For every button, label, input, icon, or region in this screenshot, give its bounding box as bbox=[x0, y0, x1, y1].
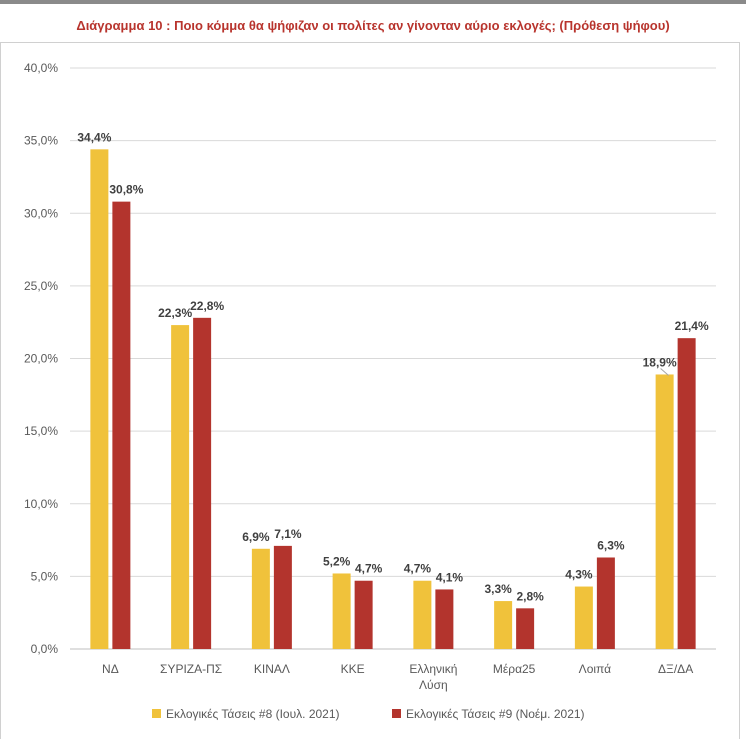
label-leader-line bbox=[660, 368, 669, 376]
bars bbox=[90, 149, 696, 649]
top-rule bbox=[0, 0, 746, 4]
bar-nov-2021 bbox=[354, 580, 373, 649]
data-label: 22,3% bbox=[158, 306, 192, 320]
bar-jul-2021 bbox=[413, 580, 432, 649]
bar-nov-2021 bbox=[516, 608, 535, 649]
gridlines bbox=[70, 67, 716, 650]
x-axis-categories: ΝΔ ΣΥΡΙΖΑ-ΠΣ ΚΙΝΑΛ ΚΚΕ Ελληνική Λύση Μέρα25 Λοι… bbox=[102, 662, 693, 692]
chart-title: Διάγραμμα 10 : Ποιο κόμμα θα ψήφιζαν οι … bbox=[76, 18, 670, 33]
y-axis-ticks: 0,0% 5,0% 10,0% 15,0% 20,0% 25,0% 30,0% 35,0% 40… bbox=[24, 61, 58, 656]
data-label: 18,9% bbox=[643, 355, 677, 369]
x-category-label: Λοιπά bbox=[579, 662, 611, 676]
y-tick-label: 5,0% bbox=[31, 569, 59, 583]
x-category-label: ΝΔ bbox=[102, 662, 119, 676]
data-label: 3,3% bbox=[484, 582, 512, 596]
y-tick-label: 0,0% bbox=[31, 642, 59, 656]
y-tick-label: 40,0% bbox=[24, 61, 58, 75]
x-category-label: ΚΙΝΑΛ bbox=[254, 662, 290, 676]
y-tick-label: 30,0% bbox=[24, 206, 58, 220]
x-category-label: ΚΚΕ bbox=[341, 662, 365, 676]
bar-jul-2021 bbox=[494, 601, 513, 649]
bar-jul-2021 bbox=[574, 586, 593, 649]
data-label: 4,7% bbox=[404, 562, 432, 576]
data-label: 4,3% bbox=[565, 568, 593, 582]
data-label: 6,3% bbox=[597, 538, 625, 552]
x-category-label: Μέρα25 bbox=[493, 662, 536, 676]
bar-nov-2021 bbox=[273, 545, 292, 649]
bar-jul-2021 bbox=[655, 374, 674, 649]
bar-nov-2021 bbox=[112, 201, 131, 649]
x-category-label: ΔΞ/ΔΑ bbox=[658, 662, 693, 676]
data-label: 4,1% bbox=[436, 570, 464, 584]
y-tick-label: 20,0% bbox=[24, 352, 58, 366]
bar-jul-2021 bbox=[251, 548, 270, 649]
bar-nov-2021 bbox=[677, 338, 696, 649]
bar-jul-2021 bbox=[90, 149, 109, 649]
x-category-label: Λύση bbox=[419, 678, 448, 692]
y-tick-label: 35,0% bbox=[24, 134, 58, 148]
data-label: 4,7% bbox=[355, 562, 383, 576]
legend-label: Εκλογικές Τάσεις #9 (Νοέμ. 2021) bbox=[406, 707, 585, 721]
data-label: 34,4% bbox=[77, 130, 111, 144]
bar-jul-2021 bbox=[332, 573, 351, 649]
data-label: 21,4% bbox=[675, 319, 709, 333]
data-label: 30,8% bbox=[109, 183, 143, 197]
bar-nov-2021 bbox=[193, 317, 212, 649]
x-category-label: Ελληνική bbox=[409, 662, 457, 676]
legend-swatch bbox=[392, 709, 401, 718]
y-tick-label: 15,0% bbox=[24, 424, 58, 438]
bar-jul-2021 bbox=[171, 325, 190, 649]
bar-nov-2021 bbox=[596, 557, 615, 649]
data-labels: 34,4% 30,8% 22,3%22,8% 6,9% 7,1% 5,2% 4,7% 4,7%… bbox=[77, 130, 709, 603]
data-label: 2,8% bbox=[516, 589, 544, 603]
legend-swatch bbox=[152, 709, 161, 718]
x-category-label: ΣΥΡΙΖΑ-ΠΣ bbox=[160, 662, 222, 676]
y-tick-label: 10,0% bbox=[24, 497, 58, 511]
y-tick-label: 25,0% bbox=[24, 279, 58, 293]
bar-nov-2021 bbox=[435, 589, 454, 649]
data-label: 7,1% bbox=[274, 527, 302, 541]
data-label: 6,9% bbox=[242, 530, 270, 544]
legend: Εκλογικές Τάσεις #8 (Ιουλ. 2021) Εκλογικέ… bbox=[152, 707, 585, 721]
legend-label: Εκλογικές Τάσεις #8 (Ιουλ. 2021) bbox=[166, 707, 340, 721]
chart-frame bbox=[0, 42, 740, 739]
data-label: 5,2% bbox=[323, 554, 351, 568]
data-label: 22,8% bbox=[190, 299, 224, 313]
